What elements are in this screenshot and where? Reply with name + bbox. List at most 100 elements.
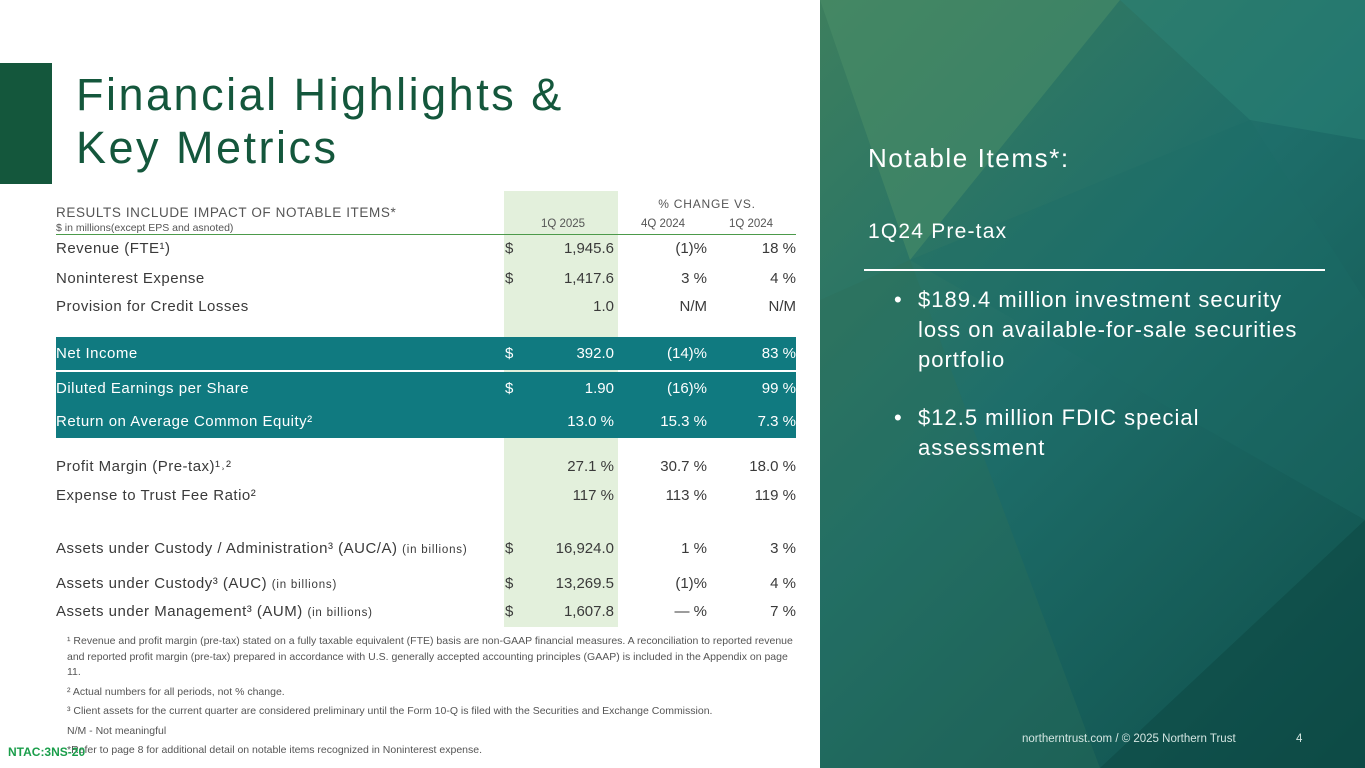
row-value-4q2024: 113 % — [665, 487, 707, 504]
panel-title: Notable Items*: — [868, 143, 1070, 173]
page-title-line-2: Key Metrics — [76, 122, 339, 173]
page-title-line-1: Financial Highlights & — [76, 69, 564, 120]
table-row: Expense to Trust Fee Ratio² 117 % 113 % … — [56, 485, 796, 507]
row-label: Assets under Management³ (AUM) (in billi… — [56, 601, 373, 624]
table-row: Noninterest Expense $ 1,417.6 3 % 4 % — [56, 268, 796, 290]
table-row-highlighted: Diluted Earnings per Share $ 1.90 (16)% … — [56, 372, 796, 405]
row-currency: $ — [505, 603, 514, 620]
row-value-4q2024: (16)% — [666, 380, 707, 397]
row-label: Profit Margin (Pre-tax)¹˒² — [56, 458, 232, 475]
panel-background-facets — [820, 0, 1365, 768]
facet-shape — [1100, 520, 1365, 768]
footer-copyright: northerntrust.com / © 2025 Northern Trus… — [1022, 733, 1236, 745]
table-row: Profit Margin (Pre-tax)¹˒² 27.1 % 30.7 %… — [56, 456, 796, 478]
page-number: 4 — [1296, 733, 1303, 745]
row-value-1q2025: 27.1 % — [567, 458, 614, 475]
row-currency: $ — [505, 345, 514, 362]
bullet-glyph: • — [894, 287, 903, 312]
facet-shape — [1120, 0, 1365, 140]
pct-change-header: % CHANGE VS. — [658, 197, 756, 211]
row-value-4q2024: (1)% — [675, 240, 707, 257]
row-label: Net Income — [56, 345, 138, 362]
row-value-1q2024: 99 % — [761, 380, 796, 397]
column-header-1q2024: 1Q 2024 — [728, 218, 774, 230]
row-value-4q2024: N/M — [679, 298, 708, 315]
table-header-subtitle: $ in millions(except EPS and asnoted) — [56, 222, 234, 234]
row-value-4q2024: 3 % — [681, 270, 707, 287]
table-row: Assets under Custody / Administration³ (… — [56, 538, 796, 560]
row-value-1q2024: 3 % — [770, 540, 796, 557]
row-label: Assets under Custody / Administration³ (… — [56, 538, 468, 561]
row-value-1q2024: 119 % — [754, 487, 796, 504]
list-item-text: $12.5 million FDIC special assessment — [918, 405, 1200, 460]
row-value-1q2024: 4 % — [770, 575, 796, 592]
row-value-4q2024: 15.3 % — [660, 413, 707, 430]
row-label: Return on Average Common Equity² — [56, 413, 313, 430]
title-accent-bar — [0, 63, 52, 184]
table-row: Provision for Credit Losses 1.0 N/M N/M — [56, 296, 796, 318]
row-value-1q2025: 16,924.0 — [555, 540, 614, 557]
notable-items-list: • $189.4 million investment security loss… — [894, 285, 1324, 491]
column-header-4q2024: 4Q 2024 — [640, 218, 686, 230]
row-currency: $ — [505, 380, 514, 397]
row-label: Expense to Trust Fee Ratio² — [56, 487, 257, 504]
panel-subtitle: 1Q24 Pre-tax — [868, 220, 1008, 243]
row-currency: $ — [505, 540, 514, 557]
footnote-nm: N/M - Not meaningful — [67, 724, 167, 737]
row-value-1q2025: 117 % — [572, 487, 614, 504]
footnote-notable-items: *Refer to page 8 for additional detail o… — [67, 744, 483, 756]
row-value-1q2024: 83 % — [761, 345, 796, 362]
column-header-1q2025: 1Q 2025 — [540, 218, 586, 230]
row-value-1q2025: 1,945.6 — [563, 240, 614, 257]
footnote-3: ³ Client assets for the current quarter … — [67, 705, 713, 717]
facet-shape — [910, 120, 1365, 520]
row-value-1q2024: N/M — [768, 298, 797, 315]
row-value-1q2025: 1,607.8 — [563, 603, 614, 620]
row-label-text: Assets under Custody³ (AUC) — [56, 575, 268, 592]
row-value-1q2024: 7 % — [770, 603, 796, 620]
page-title: Financial Highlights & Key Metrics — [76, 68, 564, 174]
row-value-4q2024: (1)% — [675, 575, 707, 592]
footnotes: ¹ Revenue and profit margin (pre-tax) st… — [67, 634, 795, 759]
footnote-1: ¹ Revenue and profit margin (pre-tax) st… — [67, 635, 793, 678]
table-row-highlighted: Net Income $ 392.0 (14)% 83 % — [56, 337, 796, 370]
list-item-text: $189.4 million investment security loss … — [918, 287, 1298, 372]
row-currency: $ — [505, 240, 514, 257]
row-value-1q2024: 18 % — [761, 240, 796, 257]
row-value-1q2024: 18.0 % — [749, 458, 796, 475]
row-currency: $ — [505, 270, 514, 287]
row-label: Diluted Earnings per Share — [56, 380, 250, 397]
row-currency: $ — [505, 575, 514, 592]
financial-table: RESULTS INCLUDE IMPACT OF NOTABLE ITEMS*… — [56, 191, 796, 627]
footnote-2: ² Actual numbers for all periods, not % … — [67, 685, 285, 698]
list-item: • $12.5 million FDIC special assessment — [894, 403, 1324, 463]
facet-shape — [820, 0, 1120, 260]
table-row: Assets under Management³ (AUM) (in billi… — [56, 601, 796, 623]
row-label: Assets under Custody³ (AUC) (in billions… — [56, 573, 337, 596]
table-row: Revenue (FTE¹) $ 1,945.6 (1)% 18 % — [56, 238, 796, 260]
row-value-1q2024: 4 % — [770, 270, 796, 287]
row-label-text: Assets under Management³ (AUM) — [56, 603, 303, 620]
row-value-1q2025: 1.90 — [584, 380, 614, 397]
table-row: Assets under Custody³ (AUC) (in billions… — [56, 573, 796, 595]
row-label-text: Assets under Custody / Administration³ (… — [56, 540, 398, 557]
document-tag: NTAC:3NS-20 — [8, 745, 86, 759]
list-item: • $189.4 million investment security loss… — [894, 285, 1324, 375]
table-row-highlighted: Return on Average Common Equity² 13.0 % … — [56, 405, 796, 438]
row-value-1q2025: 1.0 — [593, 298, 614, 315]
row-value-1q2025: 392.0 — [576, 345, 614, 362]
row-value-4q2024: 30.7 % — [660, 458, 707, 475]
row-label: Provision for Credit Losses — [56, 298, 249, 315]
row-value-1q2024: 7.3 % — [757, 413, 796, 430]
row-label: Noninterest Expense — [56, 270, 205, 287]
row-label-unit: (in billions) — [271, 579, 338, 591]
row-label-unit: (in billions) — [307, 607, 373, 619]
row-label-unit: (in billions) — [402, 544, 468, 556]
row-label: Revenue (FTE¹) — [56, 240, 171, 257]
notable-items-panel: Notable Items*: 1Q24 Pre-tax • $189.4 mil… — [820, 0, 1365, 768]
bullet-glyph: • — [894, 405, 903, 430]
table-header-divider — [56, 234, 796, 235]
row-value-4q2024: 1 % — [681, 540, 707, 557]
panel-divider — [864, 269, 1325, 271]
row-value-1q2025: 13.0 % — [567, 413, 614, 430]
